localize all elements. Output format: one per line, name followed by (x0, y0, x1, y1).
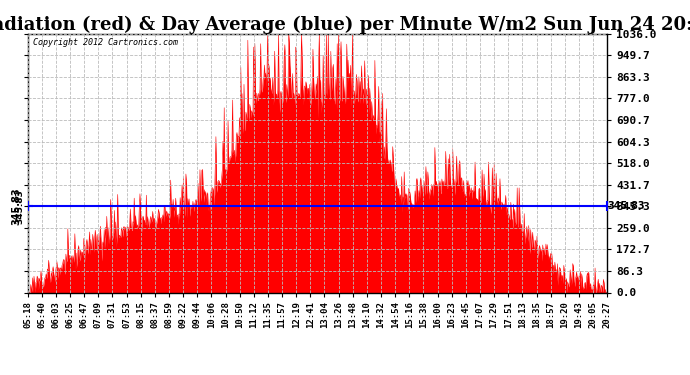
Text: Copyright 2012 Cartronics.com: Copyright 2012 Cartronics.com (33, 38, 179, 46)
Text: 345.83: 345.83 (607, 201, 645, 211)
Text: 345.83: 345.83 (16, 189, 25, 224)
Title: Solar Radiation (red) & Day Average (blue) per Minute W/m2 Sun Jun 24 20:29: Solar Radiation (red) & Day Average (blu… (0, 15, 690, 34)
Text: 345.83: 345.83 (12, 188, 22, 225)
